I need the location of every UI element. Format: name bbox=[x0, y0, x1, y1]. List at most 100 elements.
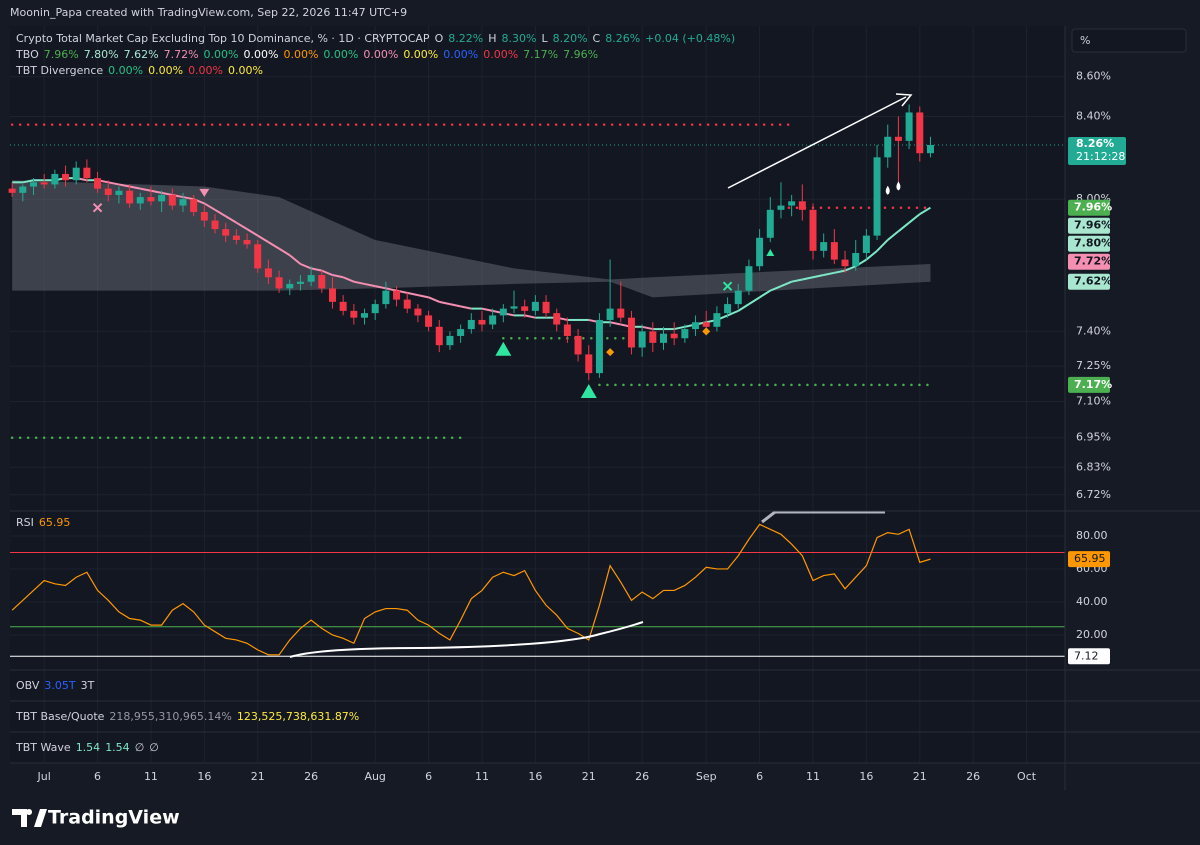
price-tag bbox=[1068, 376, 1110, 393]
y-tick-label: 6.95% bbox=[1076, 431, 1111, 444]
candle-body bbox=[425, 315, 433, 327]
candle-body bbox=[905, 112, 913, 141]
candle-body bbox=[83, 167, 91, 179]
ma-segment bbox=[235, 221, 248, 230]
legend-item: 0.00% bbox=[323, 48, 358, 61]
candle-body bbox=[724, 304, 732, 314]
ma-segment bbox=[278, 247, 291, 257]
candle-body bbox=[638, 331, 646, 348]
legend-item: 7.96% bbox=[563, 48, 598, 61]
ma-segment bbox=[300, 263, 312, 270]
price-tag-label: 7.80% bbox=[1074, 237, 1112, 250]
candle-body bbox=[809, 209, 817, 251]
candle-body bbox=[489, 315, 497, 325]
legend-item: 1.54 bbox=[105, 741, 130, 754]
ma-segment bbox=[865, 250, 878, 261]
candle-body bbox=[200, 211, 208, 221]
ma-segment bbox=[812, 274, 824, 279]
x-tick-label: 26 bbox=[966, 770, 980, 783]
candle-body bbox=[8, 188, 16, 193]
legend-row: RSI 65.95 bbox=[16, 516, 70, 529]
ma-segment bbox=[460, 305, 472, 310]
legend-item: ∅ bbox=[149, 741, 159, 754]
candle-body bbox=[296, 281, 304, 284]
x-tick-label: 6 bbox=[425, 770, 432, 783]
candle-body bbox=[670, 333, 678, 339]
x-tick-label: 16 bbox=[859, 770, 873, 783]
ma-segment bbox=[182, 196, 194, 201]
price-tag bbox=[1068, 199, 1110, 216]
candle-body bbox=[617, 308, 625, 318]
legend-item: 0.00% bbox=[108, 64, 143, 77]
candle-body bbox=[798, 201, 806, 210]
candle-body bbox=[264, 268, 272, 278]
ma-segment bbox=[897, 221, 910, 233]
candle-body bbox=[414, 308, 422, 316]
candle-body bbox=[478, 319, 486, 325]
arrow-annotation bbox=[727, 96, 907, 189]
x-tick-label: 26 bbox=[304, 770, 318, 783]
ma-segment bbox=[780, 280, 793, 288]
candle-body bbox=[51, 173, 59, 185]
price-tag bbox=[1068, 273, 1110, 290]
arrow-head bbox=[895, 93, 913, 107]
signal-drop bbox=[885, 185, 890, 195]
ma-segment bbox=[289, 254, 302, 265]
candle-body bbox=[766, 209, 774, 238]
legend-item: 3.05T bbox=[44, 679, 75, 692]
candle-body bbox=[852, 253, 860, 267]
candle-body bbox=[692, 322, 700, 330]
scale-button[interactable] bbox=[1071, 28, 1187, 53]
cloud-band bbox=[12, 180, 931, 298]
candle-body bbox=[179, 199, 187, 206]
signal-cross bbox=[722, 281, 733, 291]
legend-item: TBT Divergence bbox=[15, 64, 103, 77]
legend-item: 7.62% bbox=[124, 48, 159, 61]
ma-segment bbox=[641, 325, 654, 331]
ma-segment bbox=[609, 321, 621, 326]
ma-segment bbox=[887, 230, 900, 241]
y-tick-label: 80.00 bbox=[1076, 529, 1108, 542]
candle-body bbox=[168, 194, 176, 206]
candle-body bbox=[147, 197, 155, 202]
candle-body bbox=[435, 326, 443, 346]
x-tick-label: 21 bbox=[913, 770, 927, 783]
candle-body bbox=[361, 313, 369, 318]
candle-body bbox=[734, 290, 742, 305]
ma-segment bbox=[791, 278, 803, 283]
candle-body bbox=[660, 333, 668, 343]
candle-body bbox=[873, 157, 881, 236]
rsi-trendline-top bbox=[761, 510, 885, 524]
candle-body bbox=[894, 136, 902, 141]
price-tag-label: 7.96% bbox=[1074, 201, 1112, 214]
candle-body bbox=[350, 310, 358, 318]
price-tag bbox=[1068, 217, 1110, 234]
legend-item: H bbox=[488, 32, 496, 45]
ma-segment bbox=[374, 285, 387, 290]
ma-segment bbox=[257, 234, 269, 243]
y-tick-label: 7.40% bbox=[1076, 324, 1111, 337]
legend-item: 8.26% bbox=[605, 32, 640, 45]
logo: TradingView bbox=[12, 807, 180, 829]
x-tick-label: Oct bbox=[1017, 770, 1037, 783]
legend-item: 0.00% bbox=[188, 64, 223, 77]
x-tick-label: 16 bbox=[197, 770, 211, 783]
ma-segment bbox=[834, 269, 846, 274]
candle-body bbox=[190, 199, 198, 212]
ma-segment bbox=[353, 280, 365, 285]
ma-segment bbox=[140, 187, 152, 192]
ma-segment bbox=[417, 294, 429, 299]
candle-body bbox=[318, 275, 326, 289]
candle-body bbox=[916, 112, 924, 154]
ma-segment bbox=[919, 206, 931, 215]
candle-body bbox=[104, 188, 112, 195]
scale-button-label[interactable]: % bbox=[1080, 34, 1090, 47]
legend-item: 123,525,738,631.87% bbox=[237, 710, 359, 723]
candle-body bbox=[499, 308, 507, 316]
plot-layer: Crypto Total Market Cap Excluding Top 10… bbox=[8, 32, 1126, 783]
credit: Moonin_Papa created with TradingView.com… bbox=[10, 6, 407, 19]
price-tag bbox=[1068, 253, 1110, 270]
legend-item: TBT Base/Quote bbox=[15, 710, 105, 723]
legend-row: TBT Wave 1.54 1.54 ∅ ∅ bbox=[15, 741, 159, 754]
legend-item: Crypto Total Market Cap Excluding Top 10… bbox=[16, 32, 430, 45]
